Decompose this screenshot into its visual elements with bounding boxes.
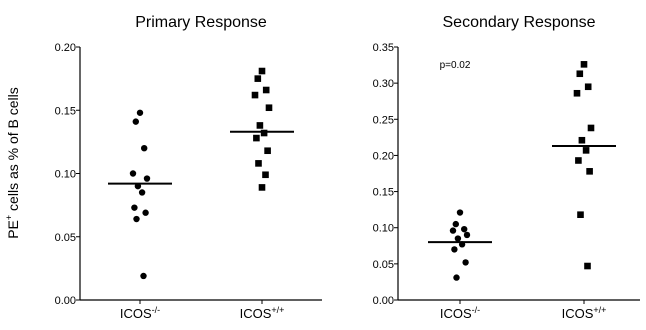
- p-value-annotation: p=0.02: [440, 60, 471, 71]
- primary-response-panel: Primary Response 0.00 0.05 0.10 0.15 0.20 ICOS…: [55, 14, 322, 321]
- data-point: [133, 215, 140, 223]
- y-tick-label: 0.25: [373, 114, 394, 126]
- data-point: [580, 61, 588, 68]
- data-point: [463, 231, 471, 239]
- data-point: [262, 171, 269, 179]
- data-point: [573, 89, 581, 97]
- category-label-base: ICOS: [120, 306, 152, 321]
- category-label-sup: +/+: [593, 305, 606, 315]
- data-point: [577, 211, 584, 219]
- category-label-sup: +/+: [271, 305, 284, 315]
- y-tick-label: 0.20: [55, 42, 76, 54]
- data-point: [260, 129, 268, 137]
- data-point: [578, 136, 586, 144]
- data-point: [258, 67, 266, 75]
- data-point: [264, 147, 271, 155]
- data-point: [582, 147, 590, 154]
- y-tick-label: 0.15: [373, 187, 394, 199]
- data-point: [576, 70, 584, 78]
- y-axis-label-base: PE: [5, 220, 21, 239]
- data-point: [586, 168, 593, 175]
- y-tick-label: 0.10: [55, 169, 76, 181]
- y-axis-label-sup: +: [4, 215, 14, 220]
- data-point: [132, 118, 139, 125]
- y-tick-label: 0.15: [55, 105, 76, 117]
- data-point: [584, 83, 592, 91]
- data-point: [587, 124, 595, 132]
- category-label: ICOS+/+: [240, 305, 285, 321]
- data-point: [134, 182, 142, 190]
- panel-title: Secondary Response: [443, 14, 596, 31]
- y-tick-label: 0.00: [373, 295, 394, 307]
- y-tick-label: 0.30: [373, 78, 394, 90]
- panel-title: Primary Response: [135, 14, 267, 31]
- data-point: [253, 134, 260, 142]
- data-point: [138, 189, 146, 196]
- category-label-base: ICOS: [240, 306, 272, 321]
- y-tick-label: 0.05: [373, 259, 394, 271]
- category-label: ICOS-/-: [440, 305, 480, 321]
- data-point: [136, 109, 144, 116]
- data-point: [458, 241, 466, 248]
- data-point: [129, 170, 137, 177]
- data-point: [453, 274, 460, 281]
- category-label-sup: -/-: [472, 305, 481, 315]
- data-point: [462, 259, 469, 266]
- data-point: [461, 225, 468, 233]
- data-point: [140, 272, 147, 280]
- data-point: [454, 235, 462, 242]
- data-point: [451, 246, 458, 253]
- y-tick-label: 0.00: [55, 295, 76, 307]
- data-point: [449, 227, 457, 234]
- category-label-sup: -/-: [152, 305, 161, 315]
- data-point: [452, 220, 459, 228]
- data-point: [141, 145, 148, 152]
- data-point: [262, 86, 270, 94]
- y-tick-label: 0.20: [373, 150, 394, 162]
- category-label: ICOS-/-: [120, 305, 160, 321]
- data-point: [584, 262, 591, 270]
- data-point: [143, 175, 151, 182]
- y-tick-label: 0.35: [373, 42, 394, 54]
- y-tick-label: 0.05: [55, 232, 76, 244]
- y-axis-label-rest: cells as % of B cells: [5, 87, 21, 215]
- data-point: [456, 209, 464, 216]
- category-label: ICOS+/+: [562, 305, 607, 321]
- data-point: [255, 160, 262, 167]
- data-point: [251, 91, 259, 99]
- category-label-base: ICOS: [440, 306, 472, 321]
- category-label-base: ICOS: [562, 306, 594, 321]
- y-axis-label: PE+ cells as % of B cells: [4, 87, 21, 239]
- secondary-response-panel: Secondary Response 0.00 0.05 0.10 0.15 0.20 0.…: [373, 14, 640, 321]
- data-point: [142, 209, 149, 216]
- data-point: [131, 204, 138, 211]
- data-point: [258, 184, 266, 191]
- data-point: [575, 157, 582, 164]
- data-point: [265, 104, 273, 112]
- data-point: [254, 75, 262, 82]
- y-tick-label: 0.10: [373, 223, 394, 235]
- data-point: [256, 122, 264, 129]
